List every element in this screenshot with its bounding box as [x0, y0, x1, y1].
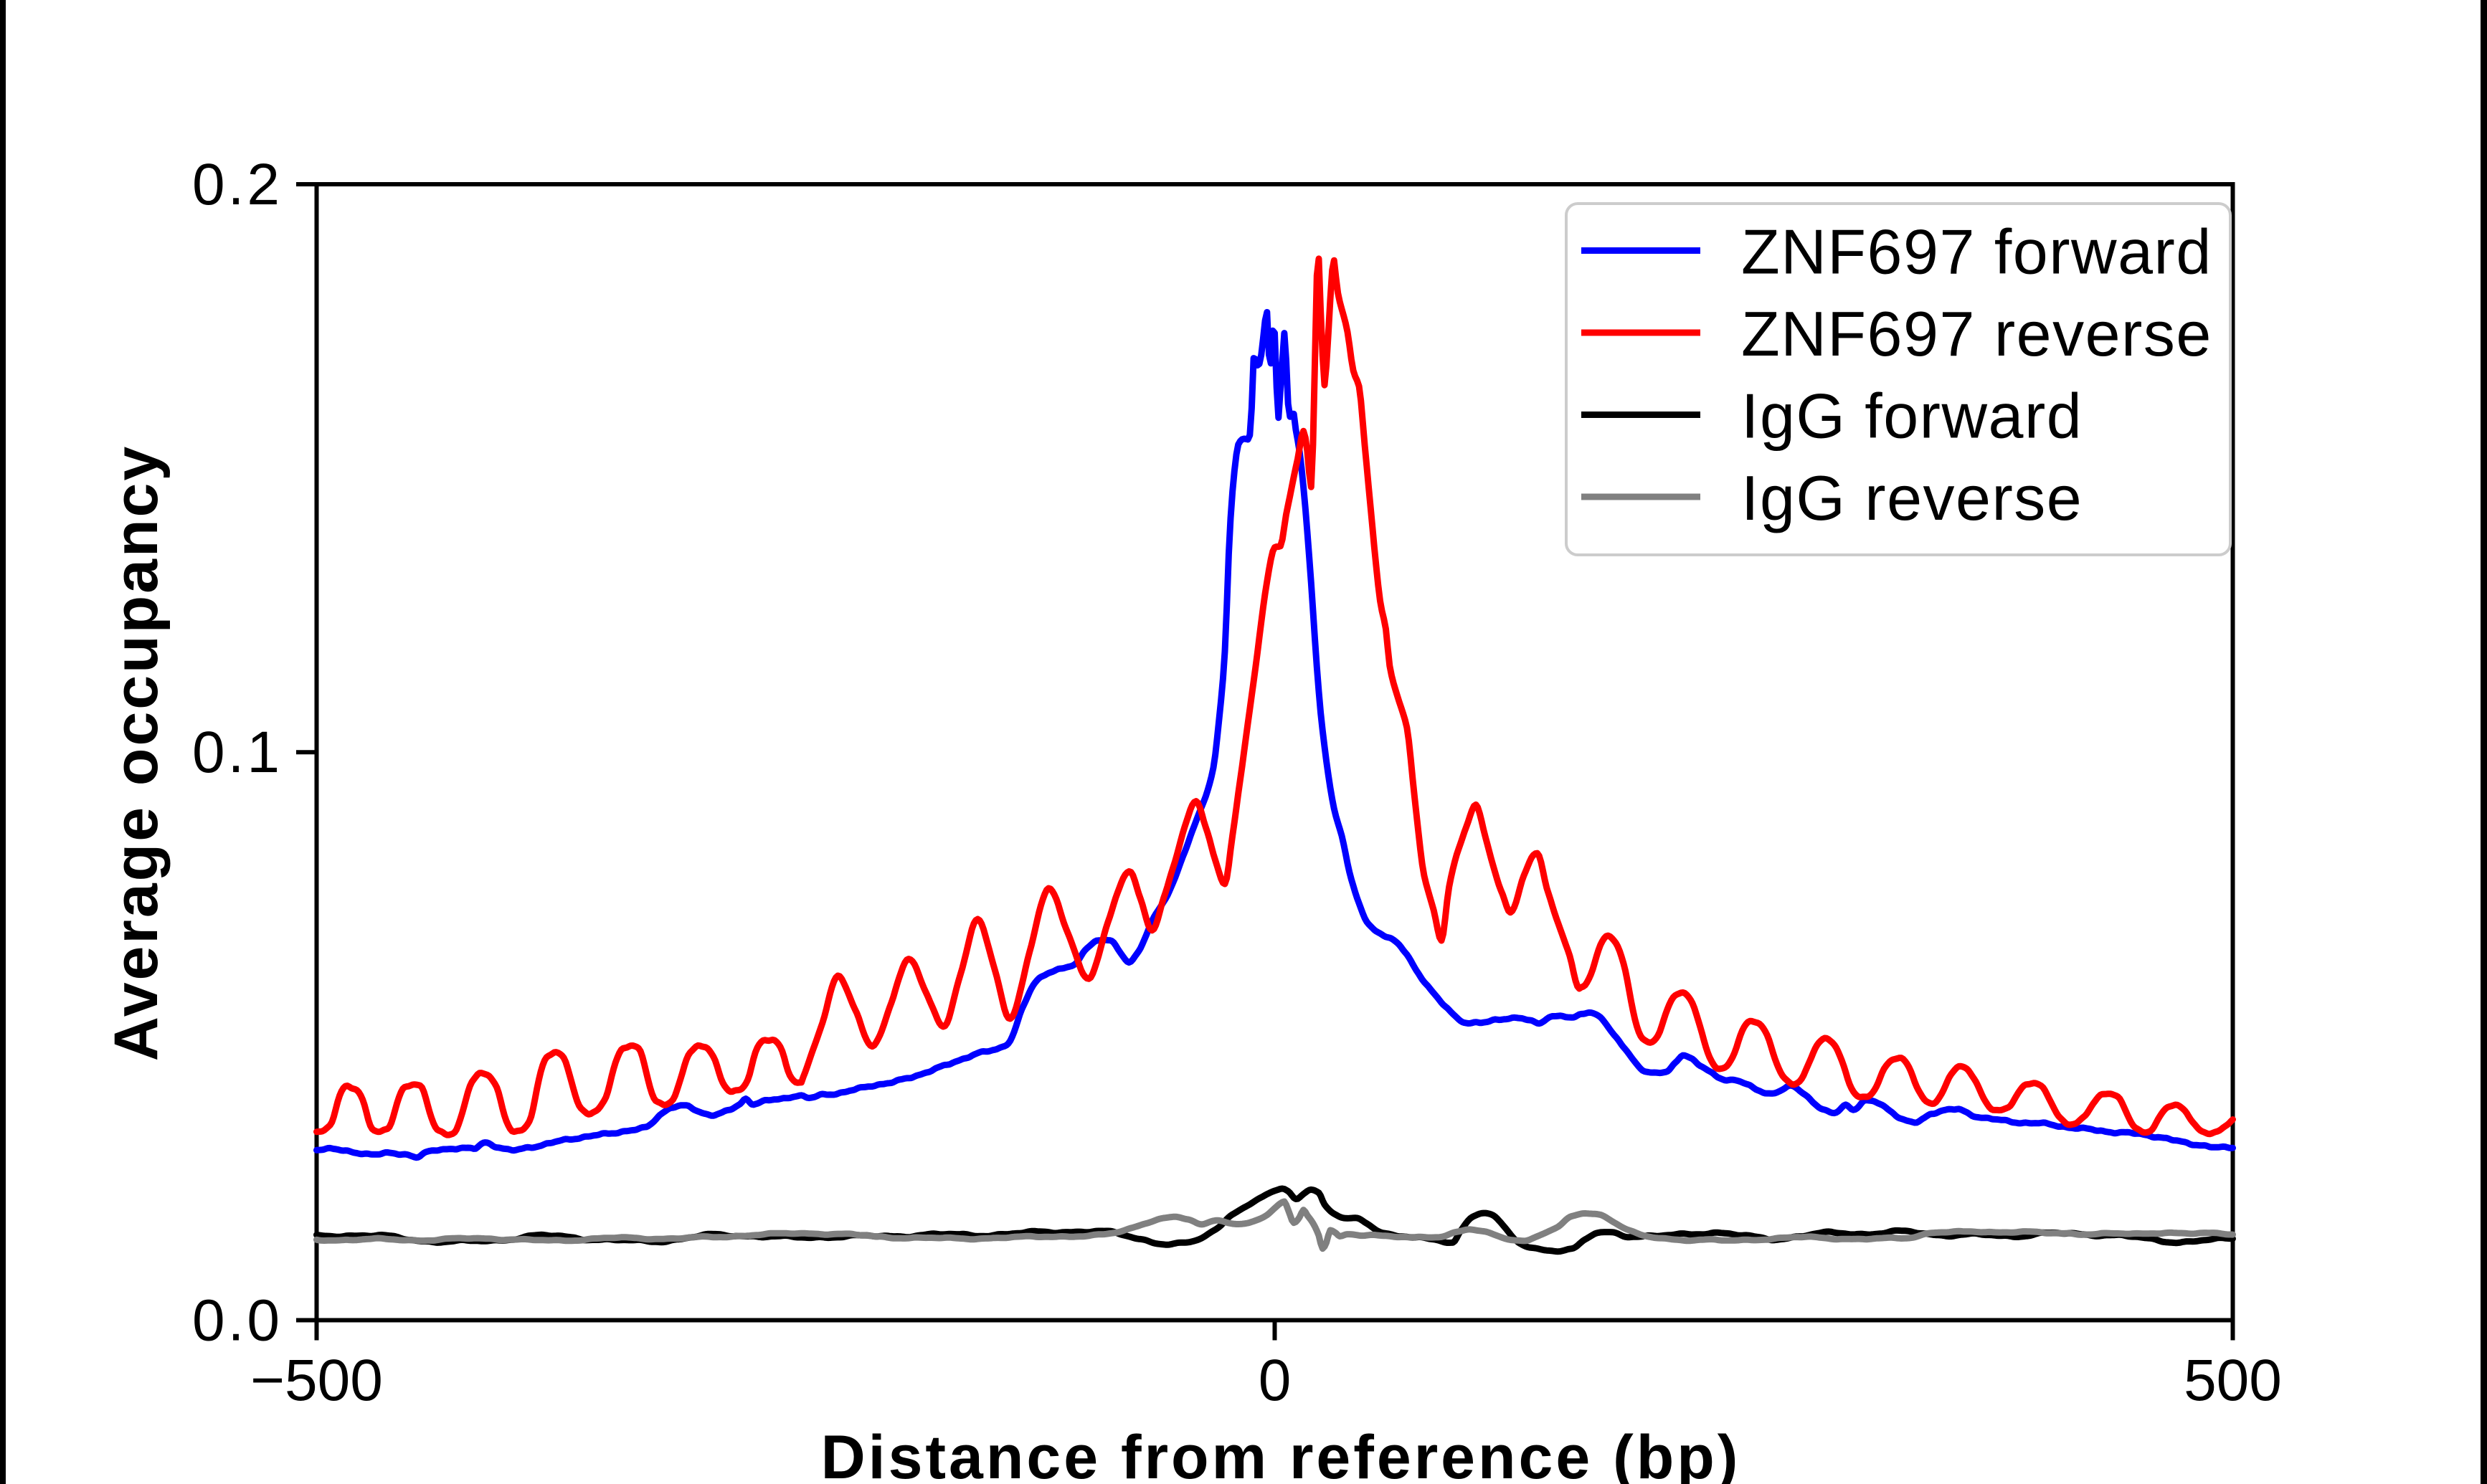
svg-text:ZNF697 reverse: ZNF697 reverse [1741, 298, 2212, 369]
svg-text:0.2: 0.2 [192, 152, 283, 217]
svg-text:0: 0 [1259, 1348, 1292, 1413]
svg-text:ZNF697 forward: ZNF697 forward [1741, 217, 2212, 287]
svg-text:0.1: 0.1 [192, 720, 283, 785]
svg-text:500: 500 [2184, 1348, 2282, 1413]
svg-text:IgG reverse: IgG reverse [1741, 462, 2083, 533]
svg-text:0.0: 0.0 [192, 1288, 283, 1354]
svg-text:−500: −500 [250, 1348, 383, 1413]
svg-text:Average occupancy: Average occupancy [102, 444, 171, 1061]
svg-text:Distance from reference (bp): Distance from reference (bp) [821, 1423, 1741, 1484]
svg-text:IgG forward: IgG forward [1741, 381, 2083, 452]
